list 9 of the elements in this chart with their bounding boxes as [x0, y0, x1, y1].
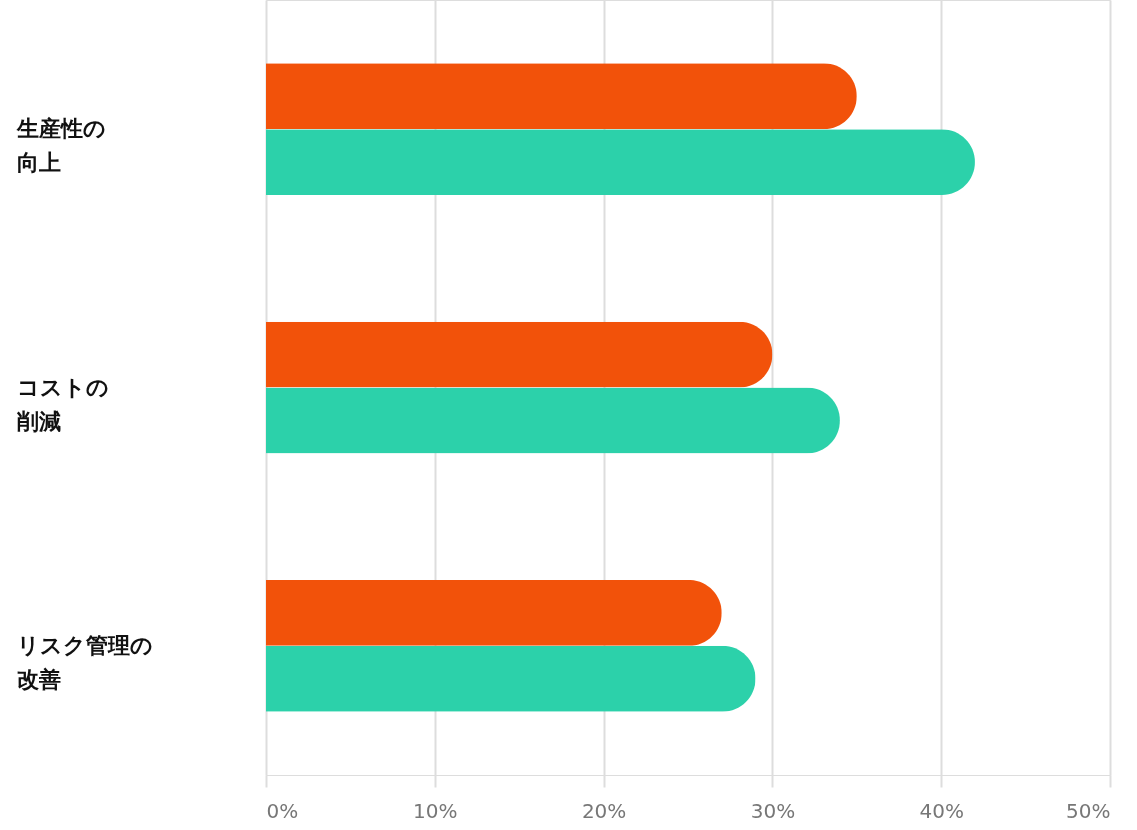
- x-tick-label: 20%: [581, 798, 627, 823]
- x-tick-label: 50%: [1066, 798, 1111, 823]
- y-tick-label: 生産性の向上: [15, 116, 106, 176]
- y-tick-label: リスク管理の改善: [16, 632, 153, 692]
- x-tick-label: 10%: [413, 798, 458, 823]
- x-tick-label: 30%: [750, 798, 796, 823]
- y-tick-label: コストの削減: [15, 374, 109, 434]
- x-tick-label: 40%: [919, 798, 964, 823]
- x-tick-label: 0%: [266, 798, 299, 823]
